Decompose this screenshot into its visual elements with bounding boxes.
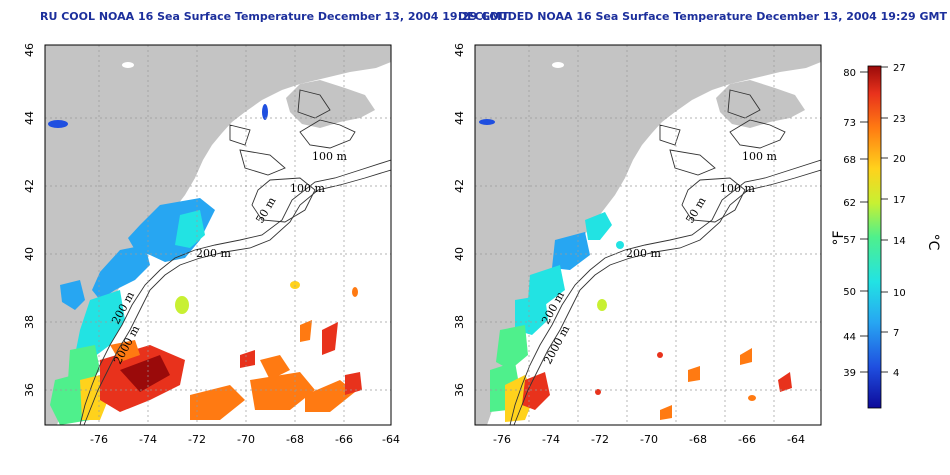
lon-tick-label: -68 <box>689 433 707 446</box>
celsius-tick-label: 27 <box>893 63 906 74</box>
lat-tick-label: 40 <box>23 247 36 261</box>
lon-tick-label: -68 <box>286 433 304 446</box>
lat-tick-label: 42 <box>453 179 466 193</box>
lon-tick-label: -64 <box>382 433 400 446</box>
right-graticule <box>475 45 821 425</box>
celsius-tick-label: 20 <box>893 154 906 165</box>
left-contour-label: 200 m <box>196 247 231 260</box>
left-panel-title: RU COOL NOAA 16 Sea Surface Temperature … <box>40 10 509 23</box>
fahrenheit-tick-label: 80 <box>843 68 856 79</box>
right-contour-label: 200 m <box>626 247 661 260</box>
left-lat-ticks: 36 38 40 42 44 46 <box>23 43 36 397</box>
celsius-tick-label: 14 <box>893 236 906 247</box>
celsius-tick-label: 17 <box>893 195 906 206</box>
right-lat-ticks: 36 38 40 42 44 46 <box>453 43 466 397</box>
fahrenheit-tick-label: 62 <box>843 198 856 209</box>
lon-tick-label: -72 <box>188 433 206 446</box>
right-lon-ticks: -76 -74 -72 -70 -68 -66 -64 <box>493 433 805 446</box>
right-map-panel: 100 m 100 m 50 m 200 m 200 m 2000 m -76 … <box>453 43 822 446</box>
celsius-ticks: 27 23 20 17 14 10 7 4 <box>893 63 906 379</box>
lon-tick-label: -74 <box>139 433 157 446</box>
lon-tick-label: -72 <box>591 433 609 446</box>
colorbar-tick-marks <box>860 66 888 373</box>
left-sst-patches <box>48 104 362 425</box>
right-sst-patches <box>479 119 792 422</box>
fahrenheit-tick-label: 50 <box>843 287 856 298</box>
fahrenheit-unit-label: °F <box>831 230 847 245</box>
left-land <box>45 45 391 425</box>
lon-tick-label: -76 <box>493 433 511 446</box>
lat-tick-label: 42 <box>23 179 36 193</box>
celsius-tick-label: 4 <box>893 368 899 379</box>
celsius-tick-label: 7 <box>893 328 899 339</box>
lat-tick-label: 40 <box>453 247 466 261</box>
left-contour-label: 100 m <box>312 150 347 163</box>
left-map-panel: 100 m 100 m 50 m 200 m 200 m 2000 m -76 … <box>23 43 400 446</box>
lon-tick-label: -64 <box>787 433 805 446</box>
celsius-unit-label: °C <box>925 234 941 251</box>
lat-tick-label: 38 <box>453 315 466 329</box>
fahrenheit-tick-label: 44 <box>843 332 856 343</box>
lat-tick-label: 46 <box>23 43 36 57</box>
lon-tick-label: -70 <box>640 433 658 446</box>
lat-tick-label: 46 <box>453 43 466 57</box>
left-lon-ticks: -76 -74 -72 -70 -68 -66 -64 <box>90 433 400 446</box>
fahrenheit-tick-label: 73 <box>843 118 856 129</box>
left-graticule <box>45 45 391 425</box>
colorbar-gradient <box>867 65 882 409</box>
lat-tick-label: 36 <box>23 383 36 397</box>
lat-tick-label: 44 <box>23 111 36 125</box>
lat-tick-label: 44 <box>453 111 466 125</box>
colorbar: 80 73 68 62 57 50 44 39 <box>831 63 941 409</box>
lon-tick-label: -74 <box>542 433 560 446</box>
fahrenheit-tick-label: 68 <box>843 155 856 166</box>
left-contour-label: 100 m <box>290 182 325 195</box>
right-contour-label: 100 m <box>742 150 777 163</box>
lon-tick-label: -70 <box>237 433 255 446</box>
fahrenheit-tick-label: 57 <box>843 235 856 246</box>
celsius-tick-label: 23 <box>893 114 906 125</box>
lon-tick-label: -76 <box>90 433 108 446</box>
right-land <box>475 45 821 425</box>
right-contour-label: 100 m <box>720 182 755 195</box>
fahrenheit-ticks: 80 73 68 62 57 50 44 39 <box>843 68 856 379</box>
lat-tick-label: 36 <box>453 383 466 397</box>
fahrenheit-tick-label: 39 <box>843 368 856 379</box>
celsius-tick-label: 10 <box>893 288 906 299</box>
lat-tick-label: 38 <box>23 315 36 329</box>
lon-tick-label: -66 <box>738 433 756 446</box>
lon-tick-label: -66 <box>335 433 353 446</box>
right-panel-title: DECLOUDED NOAA 16 Sea Surface Temperatur… <box>458 10 947 23</box>
